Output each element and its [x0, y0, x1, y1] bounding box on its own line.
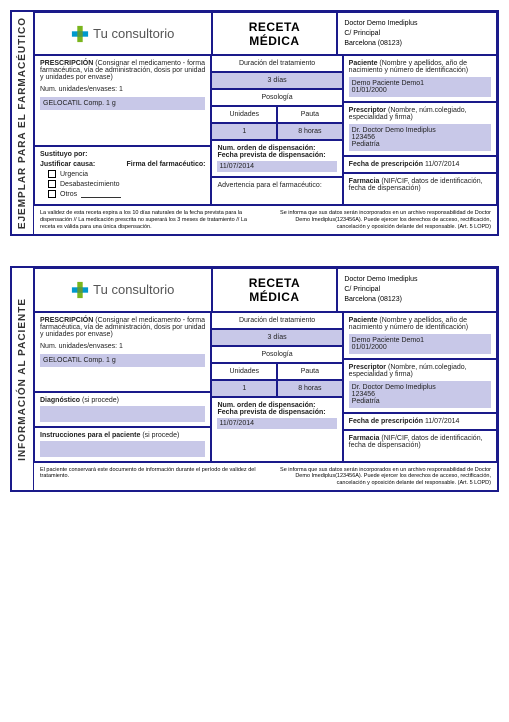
fp-label: Fecha de prescripción	[349, 161, 423, 168]
copy-patient: INFORMACIÓN AL PACIENTE Tu consultorio	[10, 266, 499, 492]
unidades-value: 1	[211, 123, 277, 140]
sust-label: Sustituyo por:	[40, 151, 87, 158]
doctor-city: Barcelona (08123)	[344, 39, 490, 49]
side-label-text-2: INFORMACIÓN AL PACIENTE	[17, 298, 28, 461]
title-line1: RECETA	[249, 20, 300, 34]
sustituyo-cell: Sustituyo por: Justificar causa: Firma d…	[34, 146, 211, 205]
fechaprev-label: Fecha prevista de dispensación:	[217, 152, 325, 159]
checkbox-otros[interactable]: Otros	[48, 190, 205, 198]
title-line2: MÉDICA	[249, 34, 299, 48]
units-label: Num. unidades/envases:	[40, 86, 117, 93]
diag-cell: Diagnóstico (si procede)	[34, 392, 211, 427]
logo-cell-2: Tu consultorio	[34, 268, 212, 311]
pauta-value: 8 horas	[277, 123, 343, 140]
doctor-addr: C/ Principal	[344, 29, 490, 39]
presc2-label: Prescriptor	[349, 107, 386, 114]
posologia-label: Posología	[211, 89, 342, 106]
presc2-num: 123456	[352, 134, 488, 141]
side-label: EJEMPLAR PARA EL FARMACÉUTICO	[12, 12, 34, 234]
title-cell-2: RECETA MÉDICA	[212, 268, 338, 311]
unidades-label: Unidades	[211, 106, 277, 123]
presc2-name: Dr. Doctor Demo Imediplus	[352, 127, 488, 134]
title-cell: RECETA MÉDICA	[212, 12, 338, 55]
footer-right-2: Se informa que sus datos serán incorpora…	[266, 463, 498, 491]
prescripcion-cell-2: PRESCRIPCIÓN (Consignar el medicamento -…	[34, 312, 211, 392]
fecha-presc-cell: Fecha de prescripción 11/07/2014	[343, 156, 497, 173]
prescripcion-cell: PRESCRIPCIÓN (Consignar el medicamento -…	[34, 55, 211, 146]
logo-text-2: Tu consultorio	[93, 282, 174, 297]
farm-label: Farmacia	[349, 178, 380, 185]
orden-label: Num. orden de dispensación:	[217, 145, 315, 152]
pac-name: Demo Paciente Demo1	[352, 80, 488, 87]
med-name: GELOCATIL Comp. 1 g	[40, 97, 205, 110]
pac-dob: 01/01/2000	[352, 87, 488, 94]
presc2-spec: Pediatría	[352, 141, 488, 148]
pauta-label: Pauta	[277, 106, 343, 123]
fecha-presc-cell-2: Fecha de prescripción 11/07/2014	[343, 413, 497, 430]
doctor-cell-2: Doctor Demo Imediplus C/ Principal Barce…	[337, 268, 497, 311]
instr-cell: Instrucciones para el paciente (si proce…	[34, 427, 211, 462]
paciente-cell-2: Paciente (Nombre y apellidos, año de nac…	[343, 312, 497, 359]
side-label-text: EJEMPLAR PARA EL FARMACÉUTICO	[17, 17, 28, 229]
prescriptor-cell-2: Prescriptor (Nombre, núm.colegiado, espe…	[343, 359, 497, 413]
orden-cell-2: Num. orden de dispensación: Fecha previs…	[211, 397, 342, 462]
firma-label: Firma del farmacéutico:	[127, 161, 206, 168]
doctor-name: Doctor Demo Imediplus	[344, 19, 490, 29]
presc-label: PRESCRIPCIÓN	[40, 60, 93, 67]
pac-label: Paciente	[349, 60, 378, 67]
farmacia-cell: Farmacia (NIF/CIF, datos de identificaci…	[343, 173, 497, 205]
logo-cell: Tu consultorio	[34, 12, 212, 55]
copy-pharmacist: EJEMPLAR PARA EL FARMACÉUTICO Tu consult…	[10, 10, 499, 236]
doctor-cell: Doctor Demo Imediplus C/ Principal Barce…	[337, 12, 497, 55]
farmacia-cell-2: Farmacia (NIF/CIF, datos de identificaci…	[343, 430, 497, 462]
footer-left-2: El paciente conservará este documento de…	[34, 463, 266, 491]
footer-left: La validez de esta receta expira a los 1…	[34, 206, 266, 234]
checkbox-desabast[interactable]: Desabastecimiento	[48, 180, 205, 188]
just-label: Justificar causa:	[40, 161, 95, 168]
checkbox-urgencia[interactable]: Urgencia	[48, 170, 205, 178]
footer-right: Se informa que sus datos serán incorpora…	[266, 206, 498, 234]
diag-label: Diagnóstico	[40, 397, 80, 404]
duracion-label: Duración del tratamiento	[211, 55, 342, 72]
side-label-2: INFORMACIÓN AL PACIENTE	[12, 268, 34, 490]
instr-label: Instrucciones para el paciente	[40, 432, 140, 439]
logo-icon-2	[71, 281, 89, 299]
fechaprev-value: 11/07/2014	[217, 161, 336, 172]
advert-cell: Advertencia para el farmacéutico:	[211, 177, 342, 205]
fp-value: 11/07/2014	[425, 161, 460, 168]
units-value: 1	[119, 86, 123, 93]
orden-cell: Num. orden de dispensación: Fecha previs…	[211, 140, 342, 177]
advert-label: Advertencia para el farmacéutico:	[217, 182, 321, 189]
duracion-value: 3 días	[211, 72, 342, 89]
paciente-cell: Paciente (Nombre y apellidos, año de nac…	[343, 55, 497, 102]
logo-text: Tu consultorio	[93, 26, 174, 41]
prescriptor-cell: Prescriptor (Nombre, núm.colegiado, espe…	[343, 102, 497, 156]
logo-icon	[71, 25, 89, 43]
